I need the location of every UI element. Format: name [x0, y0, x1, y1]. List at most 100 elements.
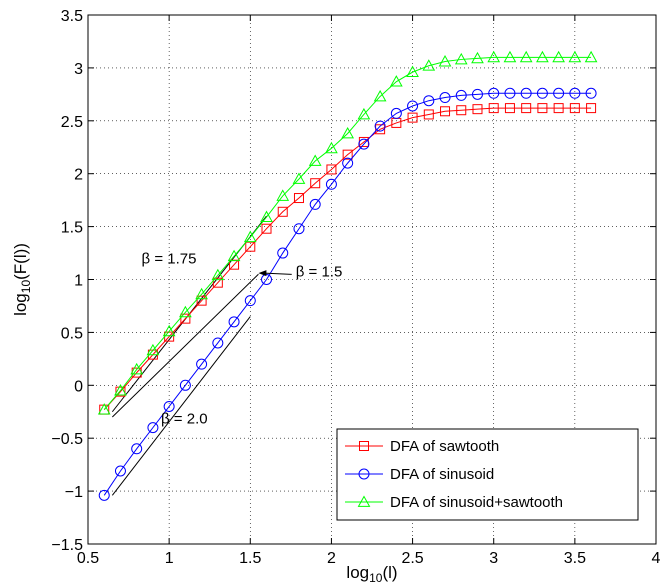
y-axis-label-sub: 10: [19, 280, 33, 294]
annotation-label: β = 1.75: [142, 251, 197, 268]
reference-line: [111, 273, 259, 418]
data-point: [521, 103, 532, 114]
data-point: [487, 50, 501, 63]
data-series: [97, 50, 598, 501]
y-tick-label: −1.5: [51, 537, 83, 554]
data-point: [261, 274, 273, 285]
data-point: [131, 443, 143, 455]
legend-label: DFA of sinusoid: [390, 466, 494, 483]
data-point: [569, 87, 581, 99]
data-point: [146, 343, 160, 356]
data-point: [114, 465, 126, 477]
data-point: [227, 249, 241, 262]
series-line: [103, 107, 592, 410]
data-point: [553, 103, 564, 114]
data-point: [471, 51, 484, 64]
data-point: [325, 178, 337, 190]
x-tick-label: 3.5: [564, 550, 586, 567]
data-point: [358, 138, 370, 150]
x-tick-label: 2: [327, 550, 336, 567]
data-point: [406, 65, 419, 78]
x-axis-label-rest: (l): [382, 563, 397, 582]
y-tick-label: 1.5: [61, 220, 83, 237]
data-point: [423, 109, 434, 120]
data-point: [115, 386, 126, 397]
series-line: [103, 92, 592, 496]
data-point: [440, 106, 451, 117]
data-point: [97, 403, 111, 415]
data-point: [373, 89, 387, 102]
annotation-label: β = 1.5: [296, 263, 343, 280]
data-point: [390, 107, 402, 119]
data-point: [422, 59, 436, 71]
data-point: [163, 400, 175, 412]
data-point: [456, 105, 467, 116]
data-point: [195, 287, 208, 300]
data-point: [114, 384, 127, 396]
y-tick-label: 3.5: [61, 8, 83, 25]
data-point: [342, 149, 353, 160]
data-point: [454, 52, 468, 65]
data-point: [537, 103, 548, 114]
data-point: [585, 87, 597, 99]
data-point: [211, 268, 225, 281]
x-tick-label: 2.5: [401, 550, 423, 567]
data-point: [310, 178, 321, 189]
data-point: [276, 189, 290, 201]
data-point: [455, 89, 467, 101]
data-point: [325, 141, 338, 154]
data-point: [503, 50, 517, 63]
data-point: [472, 104, 483, 115]
data-point: [488, 103, 499, 114]
data-point: [196, 358, 208, 370]
data-point: [293, 223, 305, 235]
annotation-arrow-line: [264, 272, 292, 275]
data-point: [212, 337, 224, 349]
data-point: [357, 107, 371, 120]
x-tick-label: 4: [652, 550, 661, 567]
data-point: [342, 157, 354, 169]
axis-ticks: 0.5 1 1.5 2 2.5 3 3.5 4 −1.5 −1 −0.5 0 0.5 1 1.5 2 2.5 3 3…: [51, 8, 660, 567]
data-point: [180, 313, 191, 324]
y-tick-label: 2.5: [61, 114, 83, 131]
legend-item: DFA of sinusoid: [345, 466, 494, 483]
data-point: [519, 50, 533, 63]
data-point: [243, 230, 257, 243]
data-point: [553, 87, 565, 99]
data-point: [245, 241, 256, 252]
legend: DFA of sawtooth DFA of sinusoid DFA of sin…: [336, 428, 639, 521]
data-point: [586, 103, 597, 114]
data-point: [260, 210, 273, 222]
series-triangle: [97, 50, 598, 415]
data-point: [341, 126, 355, 139]
data-point: [98, 489, 110, 501]
data-point: [536, 87, 548, 99]
data-point: [584, 50, 598, 63]
data-point: [504, 87, 516, 99]
reference-line: [111, 316, 251, 496]
x-tick-label: 1: [165, 550, 174, 567]
y-axis-label-rest: (F(l)): [11, 243, 30, 280]
annotation-label: β = 2.0: [161, 410, 208, 427]
y-tick-label: 1: [74, 273, 83, 290]
data-point: [439, 92, 451, 104]
y-axis-label-base: log: [11, 293, 30, 316]
data-point: [309, 198, 321, 210]
data-point: [244, 295, 256, 307]
data-point: [212, 277, 223, 288]
data-point: [308, 154, 322, 166]
x-axis-label: log10(l): [346, 563, 397, 584]
annotations: β = 1.75 β = 1.5 β = 2.0: [142, 251, 343, 428]
data-point: [520, 87, 532, 99]
data-point: [228, 316, 240, 328]
data-point: [162, 324, 176, 337]
data-point: [389, 75, 403, 87]
data-point: [293, 193, 304, 204]
data-point: [277, 247, 289, 259]
data-point: [277, 206, 288, 217]
data-point: [569, 103, 580, 114]
data-point: [552, 50, 565, 63]
x-axis-label-sub: 10: [369, 571, 383, 584]
legend-marker: [357, 495, 371, 507]
data-point: [568, 50, 582, 63]
